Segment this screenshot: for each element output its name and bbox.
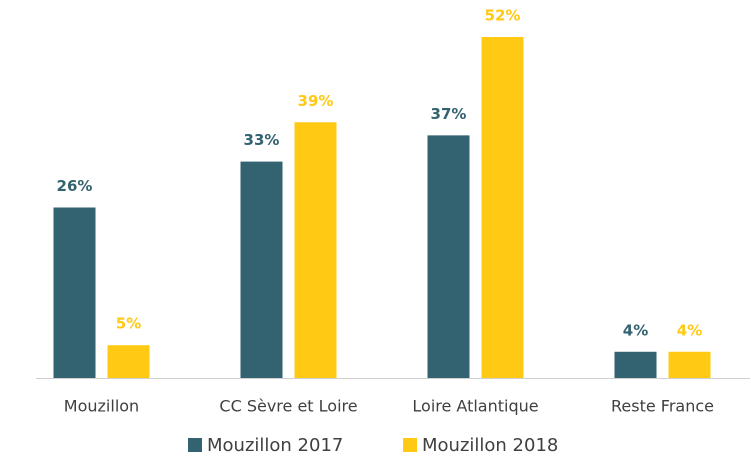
legend-swatch	[188, 438, 202, 452]
bar	[240, 161, 283, 378]
x-tick-label: Loire Atlantique	[412, 397, 538, 416]
data-label: 33%	[244, 131, 280, 149]
data-label: 4%	[677, 321, 702, 339]
data-label: 37%	[431, 105, 467, 123]
data-label: 4%	[623, 321, 648, 339]
x-tick-label: CC Sèvre et Loire	[219, 397, 357, 416]
bar	[294, 122, 337, 378]
bar	[53, 207, 96, 378]
data-label: 5%	[116, 315, 141, 333]
bar	[614, 351, 657, 378]
data-label: 26%	[57, 177, 93, 195]
legend-swatch	[403, 438, 417, 452]
data-label: 39%	[298, 92, 334, 110]
legend-label: Mouzillon 2017	[207, 435, 343, 456]
legend-label: Mouzillon 2018	[422, 435, 558, 456]
bar	[481, 37, 524, 378]
x-tick-label: Mouzillon	[64, 397, 139, 416]
x-tick-label: Reste France	[611, 397, 714, 416]
bar	[427, 135, 470, 378]
bar	[107, 345, 150, 378]
data-label: 52%	[485, 7, 521, 25]
bar	[668, 351, 711, 378]
